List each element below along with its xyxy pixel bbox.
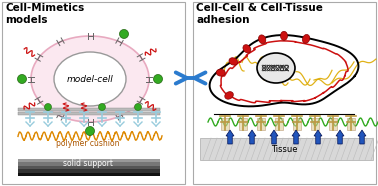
- Text: polymer cushion: polymer cushion: [56, 139, 120, 147]
- Bar: [2, 2, 185, 184]
- Circle shape: [153, 75, 163, 84]
- Bar: [239, 118, 247, 130]
- Bar: [18, 169, 160, 172]
- Bar: [18, 166, 160, 169]
- FancyArrow shape: [336, 130, 344, 144]
- Ellipse shape: [54, 52, 126, 106]
- Ellipse shape: [302, 34, 310, 43]
- Bar: [329, 118, 337, 130]
- FancyArrow shape: [226, 130, 234, 144]
- Ellipse shape: [229, 58, 238, 65]
- Bar: [311, 118, 319, 130]
- Ellipse shape: [31, 36, 149, 122]
- Circle shape: [135, 103, 141, 110]
- Circle shape: [85, 126, 94, 135]
- Ellipse shape: [225, 92, 233, 99]
- Text: Cell-Mimetics
models: Cell-Mimetics models: [5, 3, 84, 25]
- Circle shape: [119, 29, 129, 39]
- Bar: [18, 158, 160, 162]
- Text: Cell-Cell & Cell-Tissue
adhesion: Cell-Cell & Cell-Tissue adhesion: [196, 3, 323, 25]
- FancyArrow shape: [292, 130, 300, 144]
- FancyArrow shape: [358, 130, 366, 144]
- Circle shape: [45, 103, 51, 110]
- Bar: [18, 162, 160, 166]
- Ellipse shape: [259, 35, 266, 44]
- Bar: [293, 118, 301, 130]
- Bar: [193, 2, 376, 184]
- Ellipse shape: [280, 31, 288, 40]
- Circle shape: [17, 75, 26, 84]
- Circle shape: [99, 103, 105, 110]
- Bar: [221, 118, 229, 130]
- Ellipse shape: [216, 69, 225, 76]
- Bar: [18, 172, 160, 176]
- Bar: [200, 138, 373, 160]
- Text: model-cell: model-cell: [67, 75, 113, 84]
- FancyArrow shape: [314, 130, 322, 144]
- Bar: [347, 118, 355, 130]
- Bar: [257, 118, 265, 130]
- Ellipse shape: [257, 53, 295, 83]
- FancyArrow shape: [248, 130, 256, 144]
- Bar: [18, 111, 160, 115]
- Bar: [18, 108, 160, 111]
- Ellipse shape: [243, 45, 251, 53]
- Text: solid support: solid support: [63, 160, 113, 169]
- FancyArrow shape: [270, 130, 278, 144]
- Text: Tissue: Tissue: [271, 145, 297, 153]
- Bar: [275, 118, 283, 130]
- Polygon shape: [209, 35, 358, 106]
